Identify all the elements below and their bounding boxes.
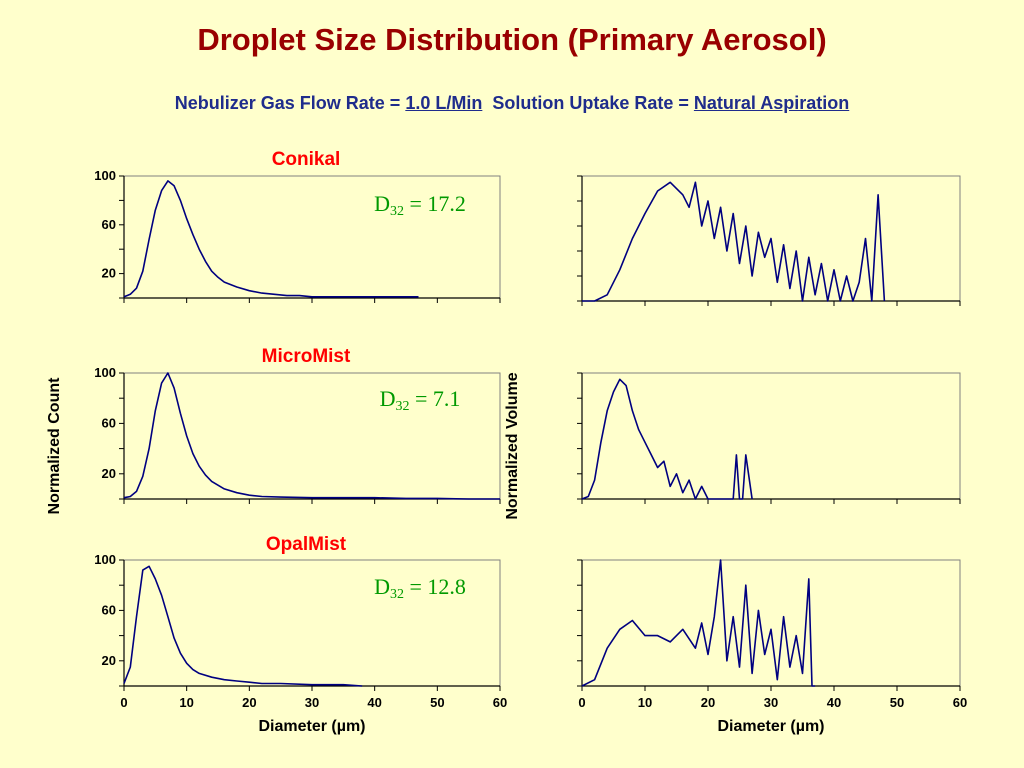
opalmist-count-x-tick-label: 0 (120, 695, 127, 710)
opalmist-volume-x-label: Diameter (µm) (717, 718, 824, 735)
micromist-count-chart: 20 60 100 MicroMist D32 = 7.1 Normalized Coun… (46, 346, 501, 515)
opalmist-count-d32-label: D32 = 12.8 (374, 574, 466, 602)
conikal-volume-chart (577, 175, 961, 306)
opalmist-count-y-tick-label: 60 (102, 602, 116, 617)
opalmist-volume-x-tick-label: 10 (638, 695, 652, 710)
opalmist-volume-x-tick-label: 40 (827, 695, 841, 710)
micromist-count-y-label: Normalized Count (46, 377, 63, 515)
opalmist-count-x-tick-label: 20 (242, 695, 256, 710)
slide-title: Droplet Size Distribution (Primary Aeros… (197, 22, 827, 57)
micromist-count-y-tick-label: 100 (94, 365, 116, 380)
opalmist-volume-chart: 0 10 20 30 40 50 60 Diameter (µm) (577, 559, 967, 735)
micromist-count-y-tick-label: 60 (102, 415, 116, 430)
conikal-count-title: Conikal (272, 149, 341, 170)
micromist-volume-series-line (581, 378, 753, 500)
opalmist-count-chart: 20 60 100 0 10 20 30 40 50 60 OpalMist D32 = 12.8 Di… (94, 534, 507, 735)
opalmist-volume-x-tick-label: 0 (578, 695, 585, 710)
conikal-count-y-tick-label: 20 (102, 266, 116, 281)
micromist-volume-plot-area (581, 372, 961, 500)
opalmist-count-title: OpalMist (266, 534, 347, 555)
conikal-count-series-line (123, 180, 419, 298)
flow-value: 1.0 L/Min (405, 93, 483, 113)
opalmist-count-x-tick-label: 60 (493, 695, 507, 710)
micromist-count-title: MicroMist (262, 346, 351, 367)
conikal-count-d32-label: D32 = 17.2 (374, 191, 466, 219)
micromist-count-y-tick-label: 20 (102, 466, 116, 481)
micromist-volume-y-label: Normalized Volume (504, 372, 521, 519)
opalmist-volume-x-tick-label: 60 (953, 695, 967, 710)
opalmist-volume-series-line (581, 559, 816, 687)
opalmist-count-x-tick-label: 40 (367, 695, 381, 710)
uptake-value: Natural Aspiration (693, 93, 850, 113)
conikal-volume-series-line (582, 181, 886, 302)
opalmist-count-x-tick-label: 10 (179, 695, 193, 710)
micromist-volume-chart: Normalized Volume (504, 372, 961, 520)
opalmist-count-y-tick-label: 100 (94, 552, 116, 567)
micromist-count-d32-label: D32 = 7.1 (380, 386, 461, 414)
opalmist-count-x-tick-label: 30 (305, 695, 319, 710)
uptake-label: Solution Uptake Rate = (482, 93, 694, 113)
conikal-count-y-tick-label: 60 (102, 217, 116, 232)
flow-label: Nebulizer Gas Flow Rate = (174, 93, 406, 113)
conikal-count-y-tick-label: 100 (94, 168, 116, 183)
opalmist-volume-x-tick-label: 30 (764, 695, 778, 710)
opalmist-volume-x-tick-label: 50 (890, 695, 904, 710)
opalmist-volume-plot-area (581, 559, 961, 687)
opalmist-count-x-label: Diameter (µm) (258, 718, 365, 735)
micromist-count-series-line (123, 372, 500, 500)
conikal-count-chart: 20 60 100 Conikal D32 = 17.2 (94, 149, 501, 303)
opalmist-count-y-tick-label: 20 (102, 653, 116, 668)
opalmist-count-series-line (123, 565, 363, 687)
opalmist-count-x-tick-label: 50 (430, 695, 444, 710)
opalmist-volume-x-tick-label: 20 (701, 695, 715, 710)
slide-subtitle: Nebulizer Gas Flow Rate = 1.0 L/Min Solu… (0, 93, 1024, 114)
